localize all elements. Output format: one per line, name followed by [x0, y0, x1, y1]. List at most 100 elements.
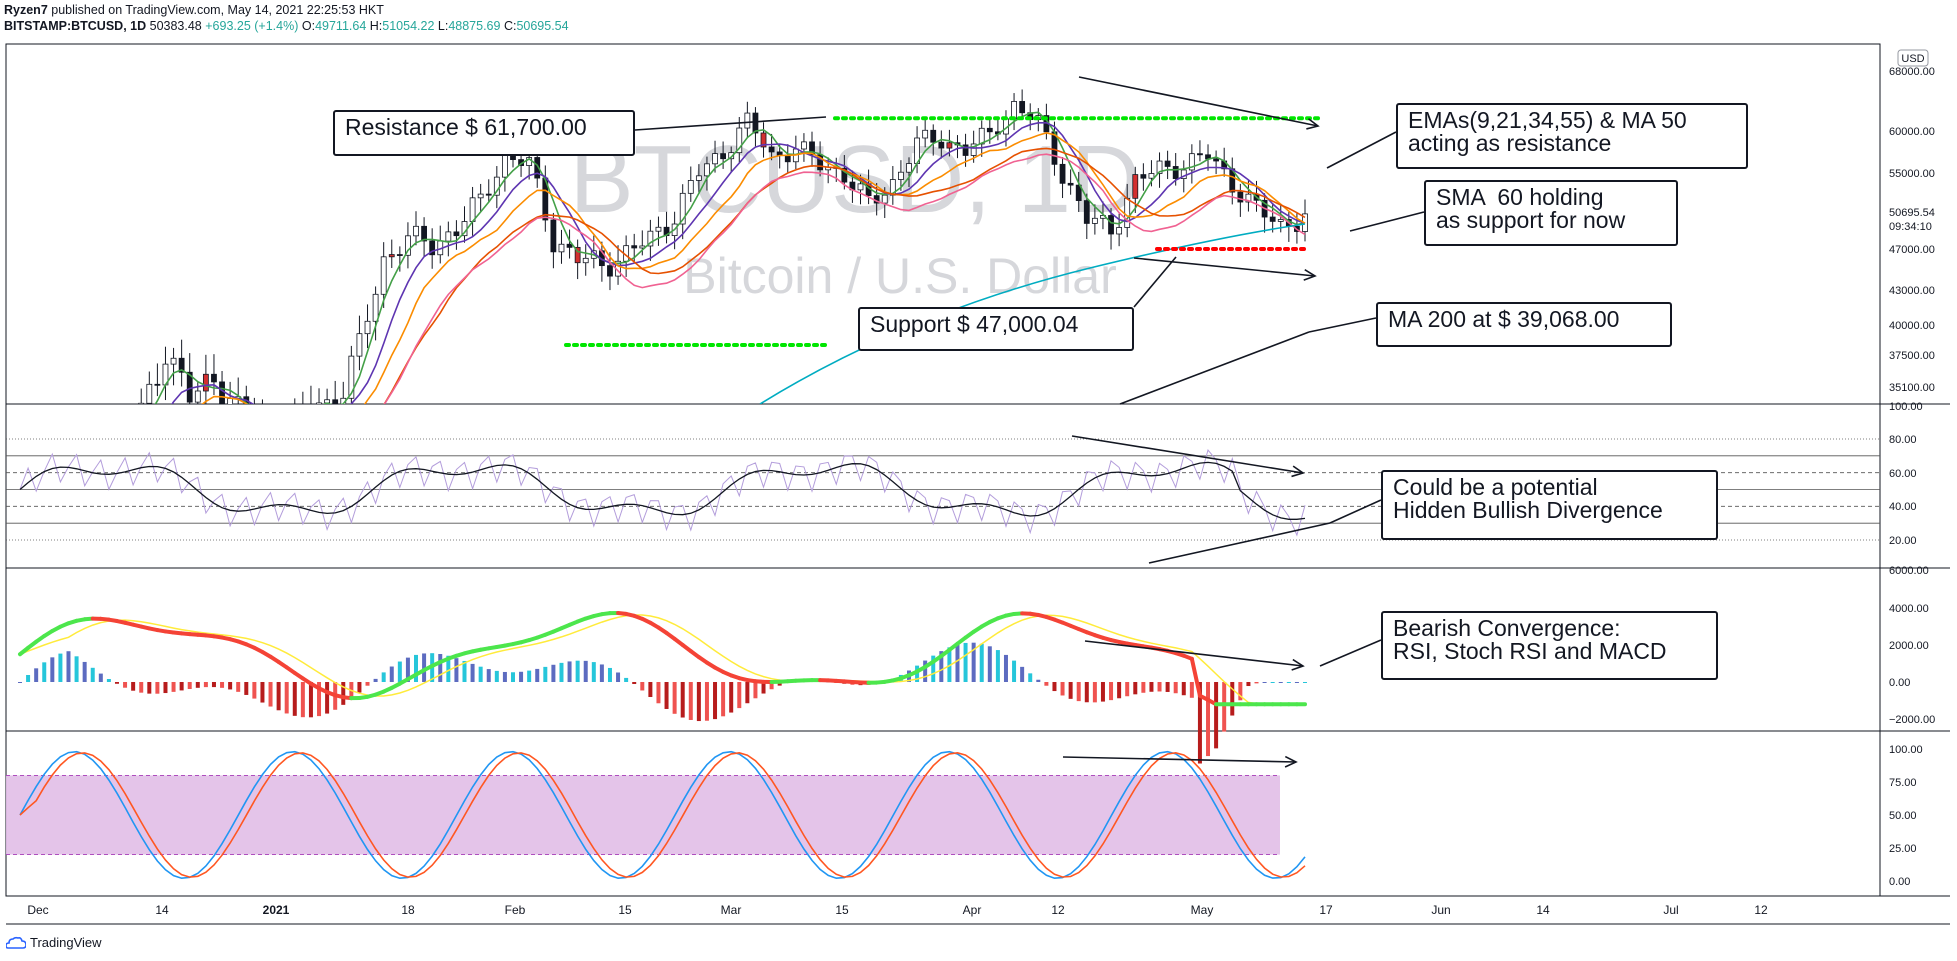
macd-histogram-bar: [535, 668, 540, 682]
candle-body: [364, 320, 371, 335]
macd-histogram-bar: [1173, 682, 1178, 694]
candle-body: [809, 141, 815, 156]
macd-histogram-bar: [1117, 682, 1122, 699]
ma200-callout[interactable]: MA 200 at $ 39,068.00: [1376, 302, 1672, 347]
ma200-pointer-2: [1308, 317, 1377, 333]
macd-histogram-bar: [664, 682, 669, 709]
macd-histogram-bar: [244, 682, 249, 695]
candle-body: [260, 418, 265, 424]
macd-histogram-bar: [971, 642, 976, 682]
macd-histogram-bar: [1157, 682, 1162, 692]
macd-histogram-bar: [510, 672, 515, 682]
macd-histogram-bar: [478, 666, 483, 682]
macd-histogram-bar: [1141, 682, 1146, 693]
macd-histogram-bar: [268, 682, 273, 707]
time-tick-label: May: [1191, 903, 1214, 917]
macd-histogram-bar: [753, 682, 758, 699]
macd-histogram-bar: [1230, 682, 1235, 716]
macd-histogram-bar: [1181, 682, 1186, 696]
candle-body: [114, 449, 119, 486]
candle-body: [906, 163, 912, 173]
resistance-callout[interactable]: Resistance $ 61,700.00: [333, 110, 635, 156]
macd-histogram-bar: [325, 682, 330, 714]
candle-body: [695, 175, 702, 181]
candle-body: [211, 373, 217, 383]
candle-body: [728, 152, 735, 160]
candle-body: [429, 240, 436, 256]
resistance-pointer: [634, 116, 827, 131]
macd-histogram-bar: [559, 662, 564, 682]
price-tick-label: 35100.00: [1889, 382, 1935, 394]
convergence-callout[interactable]: Bearish Convergence: RSI, Stoch RSI and …: [1381, 611, 1718, 680]
price-top-trendline: [1078, 76, 1319, 127]
macd-histogram-bar: [640, 682, 645, 691]
macd-histogram-bar: [98, 673, 103, 682]
time-tick-label: 18: [401, 903, 415, 917]
emas-pointer: [1326, 131, 1397, 169]
macd-histogram-bar: [1149, 682, 1154, 692]
candle-body: [292, 412, 297, 445]
emas-callout[interactable]: EMAs(9,21,34,55) & MA 50 acting as resis…: [1396, 103, 1748, 169]
macd-histogram-bar: [365, 682, 370, 686]
last-price: 50383.48: [149, 19, 202, 33]
axis-labels: 68000.00 60000.00 55000.00 47000.00 43000.00…: [27, 66, 1935, 917]
candle-body: [138, 402, 145, 404]
divergence-callout[interactable]: Could be a potential Hidden Bullish Dive…: [1381, 470, 1718, 540]
time-tick-label: 12: [1754, 903, 1768, 917]
candle-body: [453, 231, 460, 237]
macd-histogram-bar: [713, 682, 718, 720]
candle-body: [1108, 215, 1114, 235]
candle-body: [202, 373, 209, 392]
ma-50-line: [383, 153, 1306, 404]
macd-histogram-bar: [1068, 682, 1073, 699]
candle-body: [131, 430, 136, 439]
candle-body: [227, 398, 234, 404]
macd-histogram-bar: [607, 667, 612, 682]
macd-histogram-bar: [470, 663, 475, 682]
publish-info: published on TradingView.com, May 14, 20…: [51, 3, 384, 17]
macd-histogram-bar: [987, 646, 992, 682]
low-label: L:: [437, 19, 449, 33]
time-tick-label: Dec: [27, 903, 48, 917]
macd-histogram-bar: [50, 657, 55, 682]
candle-body: [421, 225, 427, 242]
candle-body: [268, 418, 273, 428]
macd-histogram-bar: [1206, 682, 1211, 757]
candle-body: [98, 515, 103, 517]
macd-histogram-bar: [486, 669, 491, 682]
candle-body: [687, 180, 694, 194]
publisher-name[interactable]: Ryzen7: [4, 3, 48, 17]
macd-histogram-bar: [74, 656, 79, 682]
candle-body: [1140, 174, 1147, 179]
candle-body: [42, 560, 47, 561]
macd-trendline-head: [1291, 658, 1305, 671]
ema-55-line: [383, 147, 1306, 404]
candle-body: [1091, 217, 1098, 224]
tradingview-logo[interactable]: TradingView: [6, 935, 102, 950]
ema-21-line: [171, 122, 1306, 404]
candle-body: [550, 219, 557, 253]
macd-histogram-bar: [131, 682, 136, 691]
candle-body: [768, 146, 775, 153]
time-tick-label: Mar: [721, 903, 742, 917]
macd-histogram-bar: [82, 661, 87, 682]
support-callout[interactable]: Support $ 47,000.04: [858, 307, 1134, 351]
macd-histogram-bar: [381, 672, 386, 682]
sma60-callout[interactable]: SMA 60 holding as support for now: [1424, 180, 1678, 246]
price-tick-label: 60000.00: [1889, 126, 1935, 138]
candle-body: [66, 543, 71, 546]
candle-body: [123, 439, 128, 449]
candle-body: [655, 226, 662, 232]
macd-histogram-bar: [357, 682, 362, 693]
candle-body: [720, 153, 727, 160]
macd-histogram-bar: [462, 660, 467, 682]
candle-body: [801, 141, 807, 150]
stoch-tick-label: 50.00: [1889, 810, 1917, 822]
rsi-tick-label: 100.00: [1889, 401, 1923, 413]
macd-histogram-bar: [58, 653, 63, 682]
indicator-guides: [6, 438, 1880, 855]
macd-histogram-bar: [979, 643, 984, 682]
price-change: +693.25 (+1.4%): [205, 19, 299, 33]
currency-badge[interactable]: [1897, 49, 1929, 67]
